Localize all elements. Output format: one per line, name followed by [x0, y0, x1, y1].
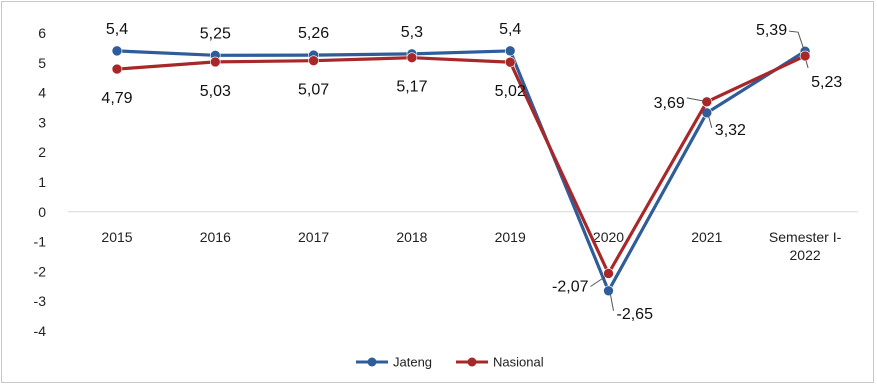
- x-tick-label: 2021: [691, 229, 722, 245]
- data-point-nasional: [111, 63, 123, 75]
- x-tick-label: 2020: [593, 229, 624, 245]
- y-tick-label: 1: [38, 174, 46, 190]
- legend-marker-nasional: [467, 357, 477, 367]
- legend-label-nasional: Nasional: [493, 355, 544, 370]
- data-label-nasional: 5,07: [298, 82, 329, 99]
- data-label-nasional: -2,07: [552, 278, 589, 295]
- data-label-nasional: 5,02: [495, 83, 526, 100]
- data-label-jateng: -2,65: [617, 306, 654, 323]
- data-label-jateng: 3,32: [715, 122, 746, 139]
- x-tick-label: 2019: [495, 229, 526, 245]
- data-label-nasional: 5,03: [200, 83, 231, 100]
- y-tick-label: -3: [34, 293, 47, 309]
- y-tick-label: 0: [38, 204, 46, 220]
- data-labels: 5,4 5,25 5,26 5,3 5,4 4,79 5,03 5,07 5,17 5,02 -2,…: [101, 21, 842, 323]
- data-label-nasional: 5,17: [396, 79, 427, 96]
- data-point-jateng: [504, 45, 516, 57]
- leader-line: [686, 97, 703, 102]
- legend-label-jateng: Jateng: [393, 355, 432, 370]
- x-tick-label: 2016: [200, 229, 231, 245]
- data-point-nasional: [504, 56, 516, 68]
- data-label-jateng: 5,39: [756, 22, 787, 39]
- x-tick-label: Semester I-2022: [769, 229, 842, 263]
- x-tick-label: 2015: [101, 229, 132, 245]
- data-label-jateng: 5,3: [401, 24, 423, 41]
- data-label-jateng: 5,4: [499, 21, 521, 38]
- legend-marker-jateng: [367, 357, 377, 367]
- data-point-nasional: [603, 268, 614, 279]
- leader-line: [789, 30, 804, 48]
- leader-line: [805, 60, 809, 69]
- data-label-nasional: 5,23: [811, 74, 842, 91]
- y-tick-label: 2: [38, 144, 46, 160]
- series-lines: [111, 45, 811, 297]
- y-tick-label: -2: [34, 263, 47, 279]
- x-axis-ticks: 2015 2016 2017 2018 2019 2020 2021 Semester I-2…: [101, 229, 841, 263]
- y-axis-ticks: 6 5 4 3 2 1 0 -1 -2 -3 -4: [34, 25, 47, 339]
- data-point-nasional: [406, 52, 418, 64]
- legend: Jateng Nasional: [356, 355, 544, 370]
- x-tick-label: 2017: [298, 229, 329, 245]
- data-point-jateng: [111, 45, 123, 57]
- x-tick-label: 2018: [396, 229, 427, 245]
- y-tick-label: 3: [38, 114, 46, 130]
- y-tick-label: 6: [38, 25, 46, 41]
- y-tick-label: -1: [34, 234, 47, 250]
- series-line-jateng: [116, 49, 806, 293]
- data-point-nasional: [308, 55, 319, 67]
- data-label-nasional: 3,69: [654, 95, 685, 112]
- leader-line: [590, 276, 606, 287]
- series-line-nasional: [116, 54, 806, 276]
- data-point-jateng: [603, 285, 614, 297]
- y-tick-label: 4: [38, 85, 46, 101]
- data-label-jateng: 5,26: [298, 25, 329, 42]
- data-label-jateng: 5,25: [200, 25, 231, 42]
- y-tick-label: 5: [38, 55, 46, 71]
- data-point-nasional: [799, 50, 811, 62]
- label-leader-lines: [590, 30, 809, 311]
- data-point-nasional: [701, 96, 713, 108]
- y-tick-label: -4: [34, 323, 47, 339]
- data-label-nasional: 4,79: [101, 90, 132, 107]
- data-label-jateng: 5,4: [106, 21, 128, 38]
- leader-line: [610, 294, 614, 311]
- leader-line: [708, 116, 713, 128]
- data-point-nasional: [210, 56, 221, 68]
